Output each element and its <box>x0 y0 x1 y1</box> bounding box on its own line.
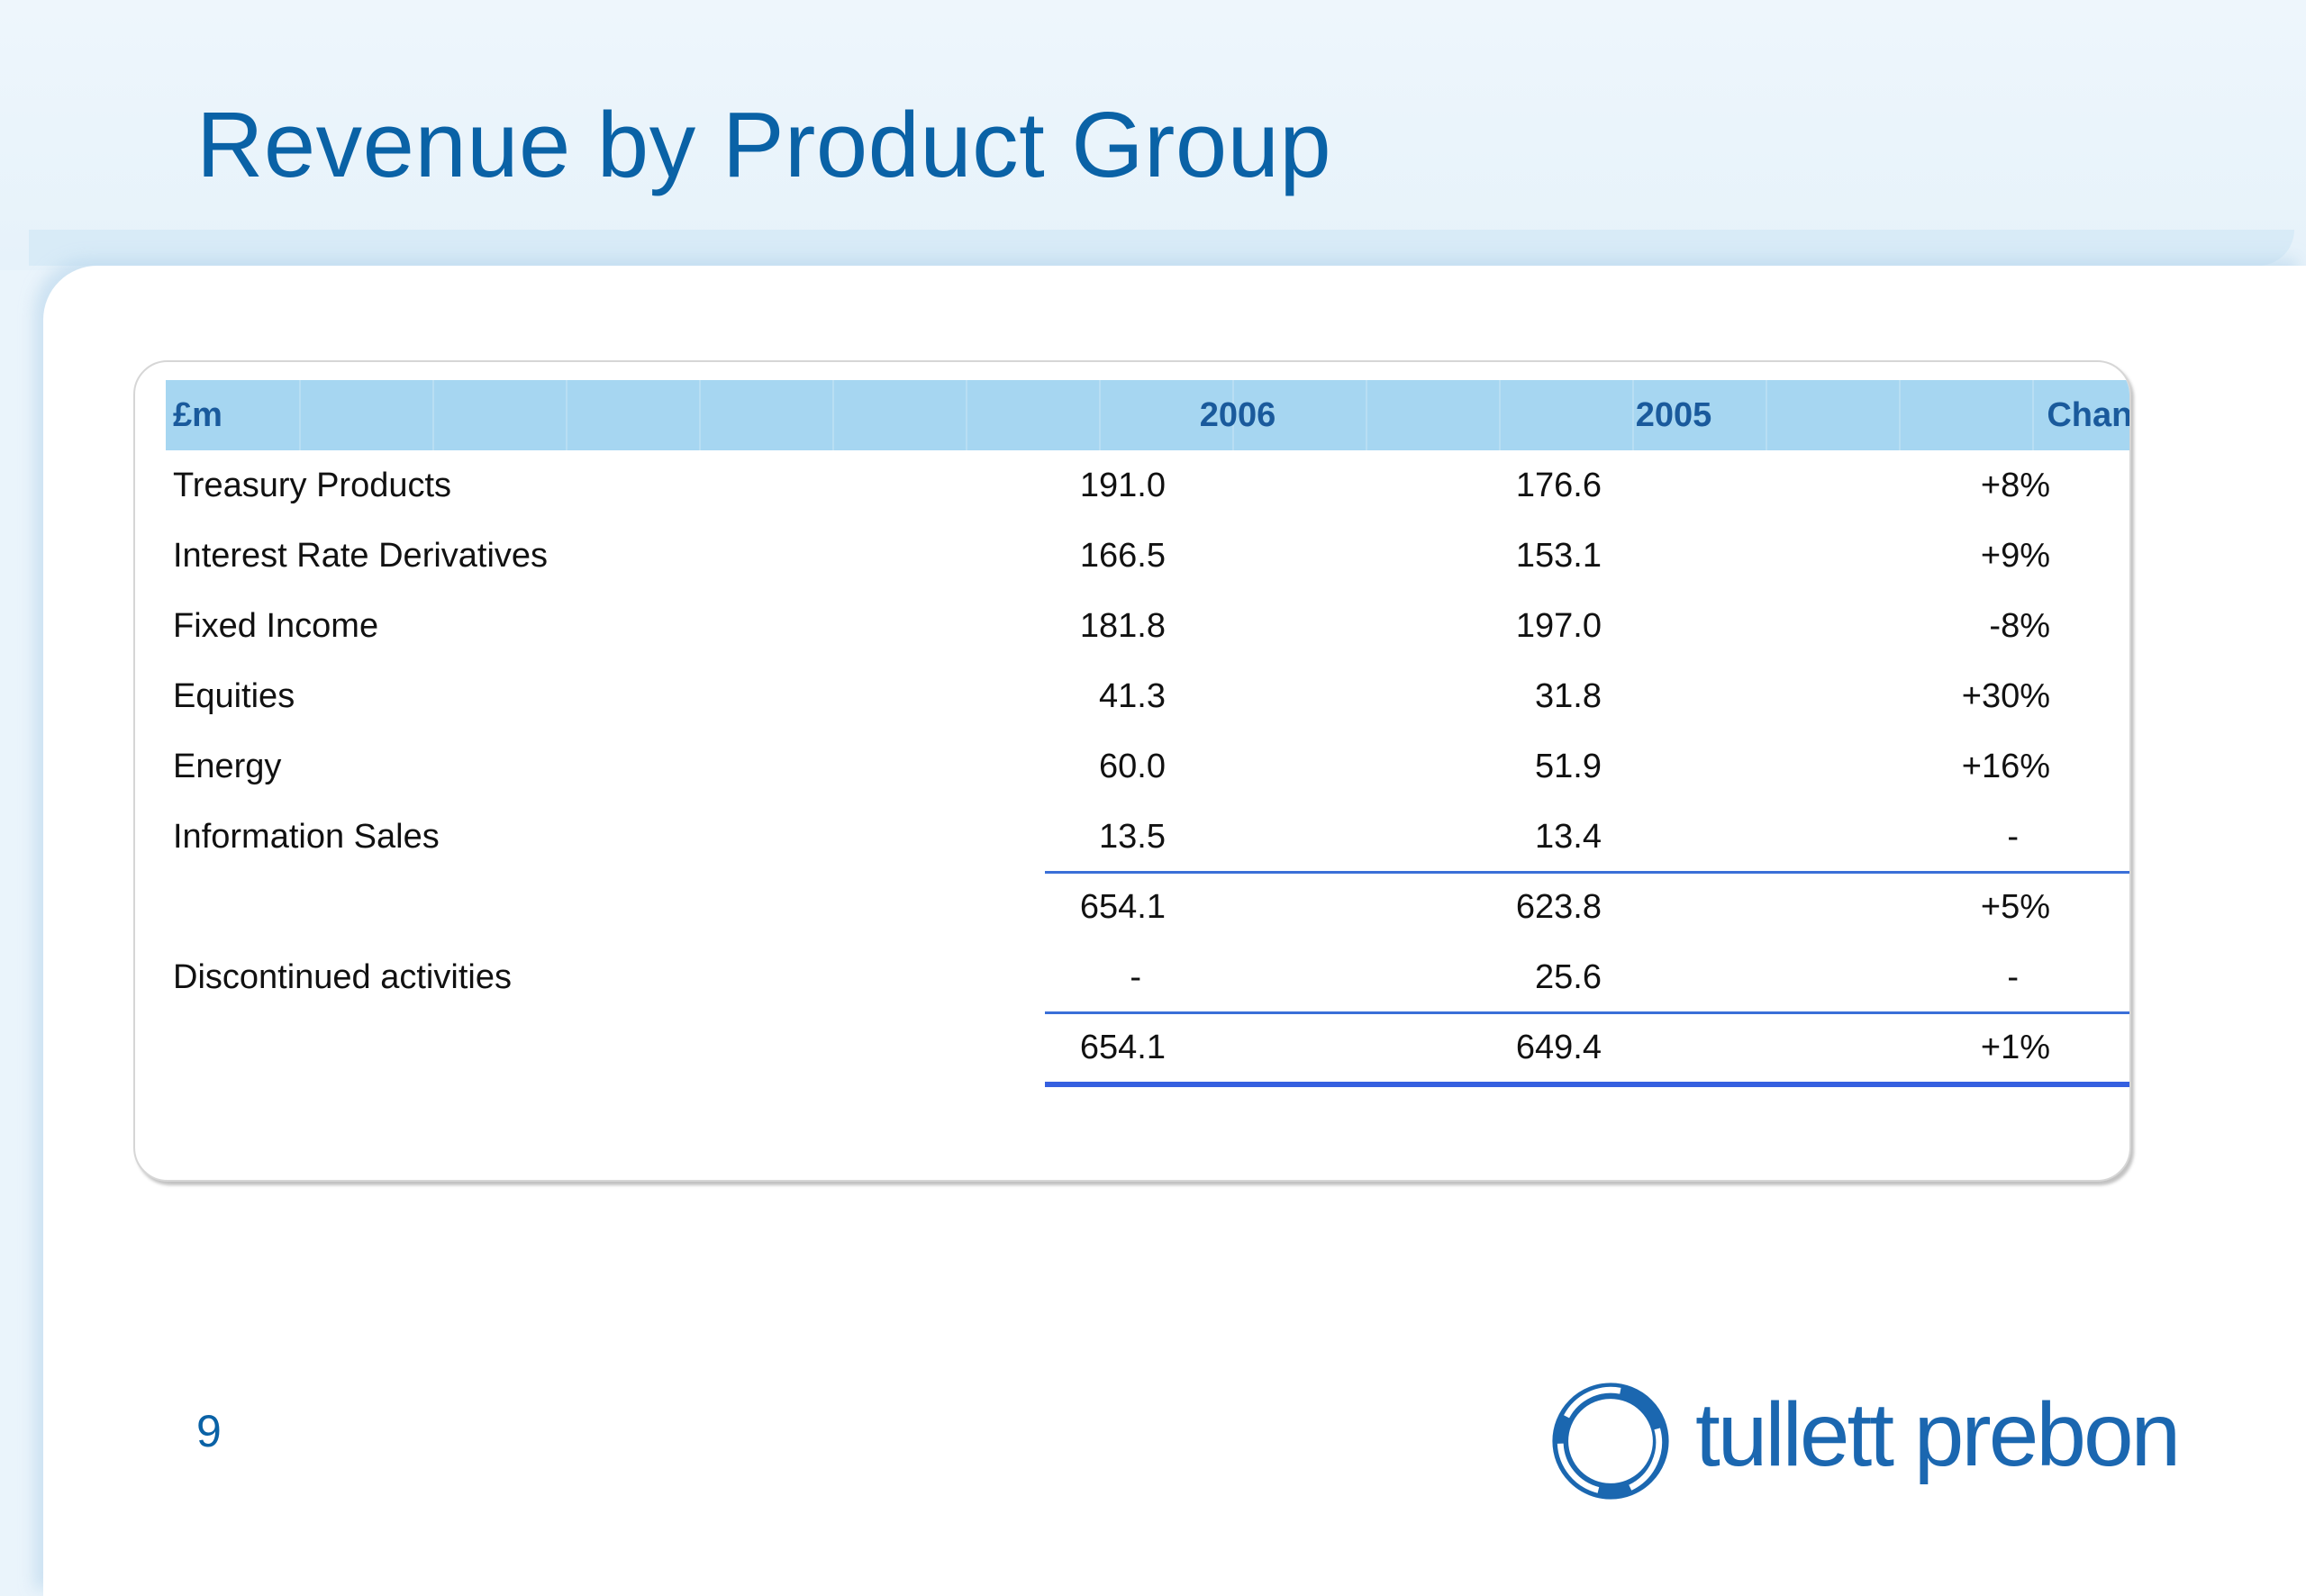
value-2005: 197.0 <box>1515 607 1602 645</box>
subtotal-row: 654.1 623.8 +5% <box>135 872 2129 942</box>
header-divider <box>1632 380 1634 450</box>
header-divider <box>1766 380 1767 450</box>
table-row: Energy 60.0 51.9 +16% <box>135 731 2129 802</box>
total-row: 654.1 649.4 +1% <box>135 1012 2129 1083</box>
revenue-table: £m 2006 2005 Change Treasury Products 19… <box>133 360 2131 1182</box>
subtotal-rule <box>1045 871 2129 874</box>
value-change: +16% <box>1961 748 2050 785</box>
value-2006: 191.0 <box>1079 467 1166 504</box>
value-2005: 31.8 <box>1535 677 1602 715</box>
value-2005: 649.4 <box>1515 1029 1602 1066</box>
header-divider <box>1366 380 1367 450</box>
value-2006: 181.8 <box>1079 607 1166 645</box>
header-divider <box>1899 380 1901 450</box>
value-change: - <box>2007 958 2019 996</box>
row-label: Equities <box>173 677 295 715</box>
header-divider <box>832 380 834 450</box>
row-label: Treasury Products <box>173 467 452 504</box>
row-label: Interest Rate Derivatives <box>173 537 549 575</box>
header-change: Change <box>2047 396 2131 434</box>
total-rule <box>1045 1011 2129 1014</box>
grand-total-rule <box>1045 1082 2129 1087</box>
header-band <box>0 0 2306 270</box>
table-row: Equities 41.3 31.8 +30% <box>135 661 2129 731</box>
value-2005: 25.6 <box>1535 958 1602 996</box>
value-2006: 41.3 <box>1099 677 1166 715</box>
row-label: Information Sales <box>173 818 440 856</box>
page-number: 9 <box>196 1406 222 1456</box>
value-change: +8% <box>1980 467 2050 504</box>
swirl-logo-icon <box>1552 1383 1669 1500</box>
value-2006: 60.0 <box>1099 748 1166 785</box>
logo-wordmark: tullett prebon <box>1695 1384 2181 1485</box>
value-change: +30% <box>1961 677 2050 715</box>
value-2006: 654.1 <box>1079 1029 1166 1066</box>
row-label: Fixed Income <box>173 607 379 645</box>
value-2006: 13.5 <box>1099 818 1166 856</box>
header-divider <box>966 380 967 450</box>
row-label: Energy <box>173 748 282 785</box>
header-divider <box>566 380 567 450</box>
header-divider <box>1232 380 1234 450</box>
value-2005: 51.9 <box>1535 748 1602 785</box>
value-change: -8% <box>1989 607 2050 645</box>
value-2005: 153.1 <box>1515 537 1602 575</box>
table-row: Fixed Income 181.8 197.0 -8% <box>135 591 2129 661</box>
company-logo: tullett prebon <box>1549 1378 2181 1504</box>
header-divider <box>2032 380 2034 450</box>
value-change: +1% <box>1980 1029 2050 1066</box>
header-divider <box>432 380 434 450</box>
table-header-row: £m 2006 2005 Change <box>166 380 2131 450</box>
header-divider <box>1099 380 1101 450</box>
value-2005: 176.6 <box>1515 467 1602 504</box>
value-change: +5% <box>1980 888 2050 926</box>
row-label: Discontinued activities <box>173 958 512 996</box>
header-2005: 2005 <box>1635 396 1712 434</box>
value-2005: 623.8 <box>1515 888 1602 926</box>
value-change: - <box>2007 818 2019 856</box>
table-row: Interest Rate Derivatives 166.5 153.1 +9… <box>135 521 2129 591</box>
header-divider <box>1499 380 1501 450</box>
value-change: +9% <box>1980 537 2050 575</box>
value-2005: 13.4 <box>1535 818 1602 856</box>
header-band-edge <box>29 230 2294 266</box>
page-title: Revenue by Product Group <box>196 93 1332 196</box>
value-2006: 166.5 <box>1079 537 1166 575</box>
header-divider <box>299 380 301 450</box>
value-2006: - <box>1130 958 1141 996</box>
table-row: Information Sales 13.5 13.4 - <box>135 802 2129 872</box>
table-row: Discontinued activities - 25.6 - <box>135 942 2129 1012</box>
value-2006: 654.1 <box>1079 888 1166 926</box>
header-currency: £m <box>173 396 222 434</box>
header-divider <box>699 380 701 450</box>
header-2006: 2006 <box>1199 396 1276 434</box>
table-row: Treasury Products 191.0 176.6 +8% <box>135 450 2129 521</box>
